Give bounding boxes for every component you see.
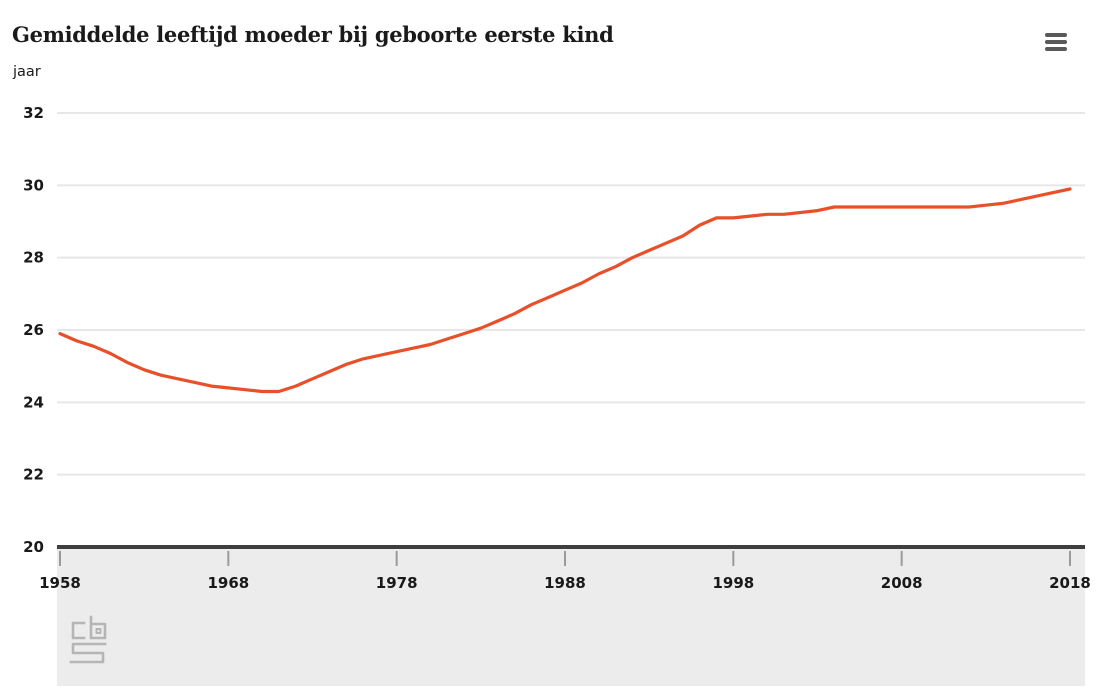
x-tick-label: 2018 bbox=[1049, 574, 1091, 592]
cbs-logo-b-dot bbox=[95, 628, 102, 634]
line-chart: 32 30 28 26 24 22 20 1958 1968 1978 1988 1998 2008 20… bbox=[23, 104, 1091, 686]
hamburger-menu-icon bbox=[1045, 33, 1067, 37]
cbs-logo-c bbox=[71, 621, 86, 640]
x-tick-label: 1998 bbox=[712, 574, 754, 592]
y-tick-label: 24 bbox=[23, 393, 44, 411]
y-tick-label: 20 bbox=[23, 538, 44, 556]
chart-menu-button[interactable] bbox=[1042, 28, 1070, 56]
y-axis-unit-label: jaar bbox=[13, 64, 41, 80]
x-tick-label: 1978 bbox=[376, 574, 418, 592]
y-tick-label: 32 bbox=[23, 104, 44, 122]
cbs-logo-b bbox=[89, 615, 107, 640]
x-tick-label: 2008 bbox=[881, 574, 923, 592]
y-tick-label: 30 bbox=[23, 176, 44, 194]
y-tick-label: 26 bbox=[23, 321, 44, 339]
page-title: Gemiddelde leeftijd moeder bij geboorte … bbox=[12, 22, 614, 47]
x-tick-label: 1968 bbox=[207, 574, 249, 592]
x-tick-label: 1958 bbox=[39, 574, 81, 592]
y-tick-label: 28 bbox=[23, 249, 44, 267]
cbs-logo-s bbox=[69, 642, 107, 664]
x-axis-band bbox=[57, 549, 1085, 686]
y-tick-label: 22 bbox=[23, 466, 44, 484]
data-line-series bbox=[58, 187, 1072, 394]
x-tick-label: 1988 bbox=[544, 574, 586, 592]
x-axis-line bbox=[57, 545, 1085, 549]
